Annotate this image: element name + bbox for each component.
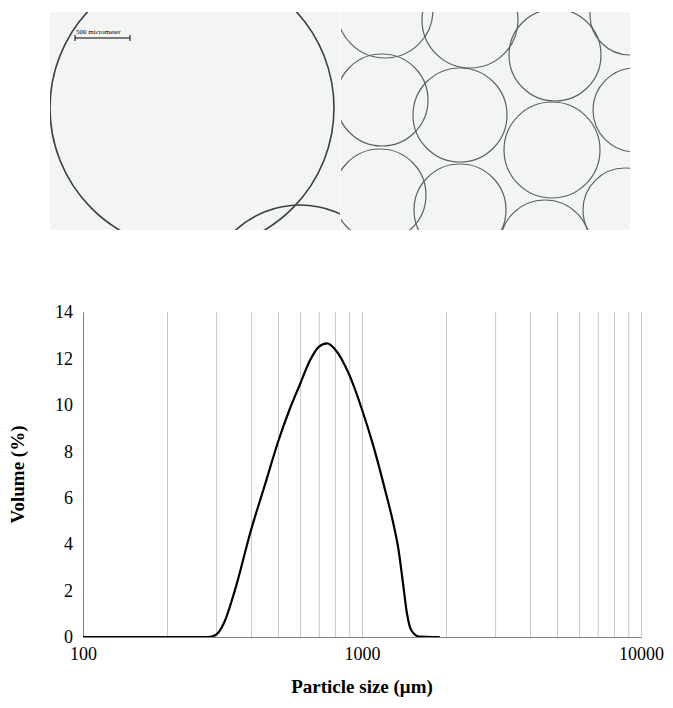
bead-outline	[341, 12, 433, 58]
x-grid-line	[362, 312, 363, 637]
y-tick: 4	[64, 534, 83, 554]
bead-outline	[593, 68, 630, 152]
bead-outline	[205, 205, 340, 230]
x-grid-line	[641, 312, 642, 637]
y-tick-label: 4	[64, 534, 73, 554]
y-tick: 14	[55, 302, 83, 322]
y-axis-title: Volume (%)	[7, 426, 29, 524]
x-tick	[251, 312, 252, 637]
x-tick	[335, 312, 336, 637]
x-tick	[278, 312, 279, 637]
x-tick	[446, 312, 447, 637]
bead-outline	[413, 68, 507, 162]
y-tick: 8	[64, 442, 83, 462]
micrograph-right-content	[341, 12, 630, 230]
chart: 100 1000 10000 0 2 4 6 8 10 12 14 Particle size (μm…	[7, 302, 664, 698]
x-grid-line	[278, 312, 279, 637]
x-grid-line	[579, 312, 580, 637]
x-axis-line	[84, 312, 642, 638]
bead-outline	[590, 12, 630, 55]
micrograph-left-content	[50, 12, 340, 230]
x-tick: 1000	[345, 312, 381, 664]
y-tick: 10	[55, 395, 83, 415]
scale-bar	[75, 37, 130, 38]
x-grid-line	[530, 312, 531, 637]
y-axis-line	[83, 313, 84, 638]
x-tick-label: 100	[70, 644, 97, 664]
x-grid-line	[319, 312, 320, 637]
y-tick: 12	[55, 349, 83, 369]
scale-bar-label: 500 micrometer	[76, 28, 121, 36]
y-tick-label: 8	[64, 442, 73, 462]
x-grid-line	[349, 312, 350, 637]
x-tick	[614, 312, 615, 637]
x-grid-line	[300, 312, 301, 637]
bead-outline	[422, 12, 518, 68]
bead-outline	[500, 200, 590, 230]
bead-outline	[50, 12, 334, 230]
x-tick	[579, 312, 580, 637]
x-axis-title: Particle size (μm)	[291, 676, 433, 698]
y-tick-label: 6	[64, 488, 73, 508]
y-tick: 0	[64, 627, 83, 647]
y-tick-label: 12	[55, 349, 73, 369]
x-grid-line	[167, 312, 168, 637]
y-tick: 2	[64, 581, 83, 601]
page: 500 micrometer 100 1000 10000 0 2 4 6 8 10 12 14 Par…	[0, 0, 673, 708]
bead-outline	[341, 149, 426, 230]
x-tick	[495, 312, 496, 637]
micrograph-right	[341, 12, 630, 230]
y-axis: 0 2 4 6 8 10 12 14	[55, 302, 84, 647]
bead-outline	[509, 12, 601, 101]
x-tick: 100	[70, 312, 97, 664]
volume-line	[83, 343, 440, 637]
x-tick	[349, 312, 350, 637]
x-grid-line	[628, 312, 629, 637]
micrographs: 500 micrometer	[0, 0, 673, 395]
x-tick	[628, 312, 629, 637]
x-grid-line	[598, 312, 599, 637]
y-tick-label: 2	[64, 581, 73, 601]
x-tick	[300, 312, 301, 637]
plot-area	[83, 343, 440, 637]
bead-outline	[583, 168, 630, 230]
x-grid-line	[614, 312, 615, 637]
micrograph-left	[50, 12, 340, 230]
x-grid-line	[557, 312, 558, 637]
x-grid-line	[335, 312, 336, 637]
x-grid-line	[446, 312, 447, 637]
x-grid-line	[495, 312, 496, 637]
y-tick-label: 10	[55, 395, 73, 415]
x-tick	[319, 312, 320, 637]
y-tick-label: 14	[55, 302, 73, 322]
y-tick-label: 0	[64, 627, 73, 647]
bead-outline	[504, 102, 600, 198]
x-grid-line	[251, 312, 252, 637]
y-tick: 6	[64, 488, 83, 508]
x-tick	[557, 312, 558, 637]
x-tick	[216, 312, 217, 637]
x-axis: 100 1000 10000	[70, 312, 664, 664]
x-tick	[530, 312, 531, 637]
scale-bar-end	[130, 35, 131, 41]
x-tick	[598, 312, 599, 637]
x-tick	[167, 312, 168, 637]
x-grid-line	[83, 312, 84, 637]
x-tick: 10000	[619, 312, 664, 664]
x-tick-label: 1000	[345, 644, 381, 664]
x-tick-label: 10000	[619, 644, 664, 664]
x-grid-line	[216, 312, 217, 637]
bead-outline	[414, 164, 506, 230]
